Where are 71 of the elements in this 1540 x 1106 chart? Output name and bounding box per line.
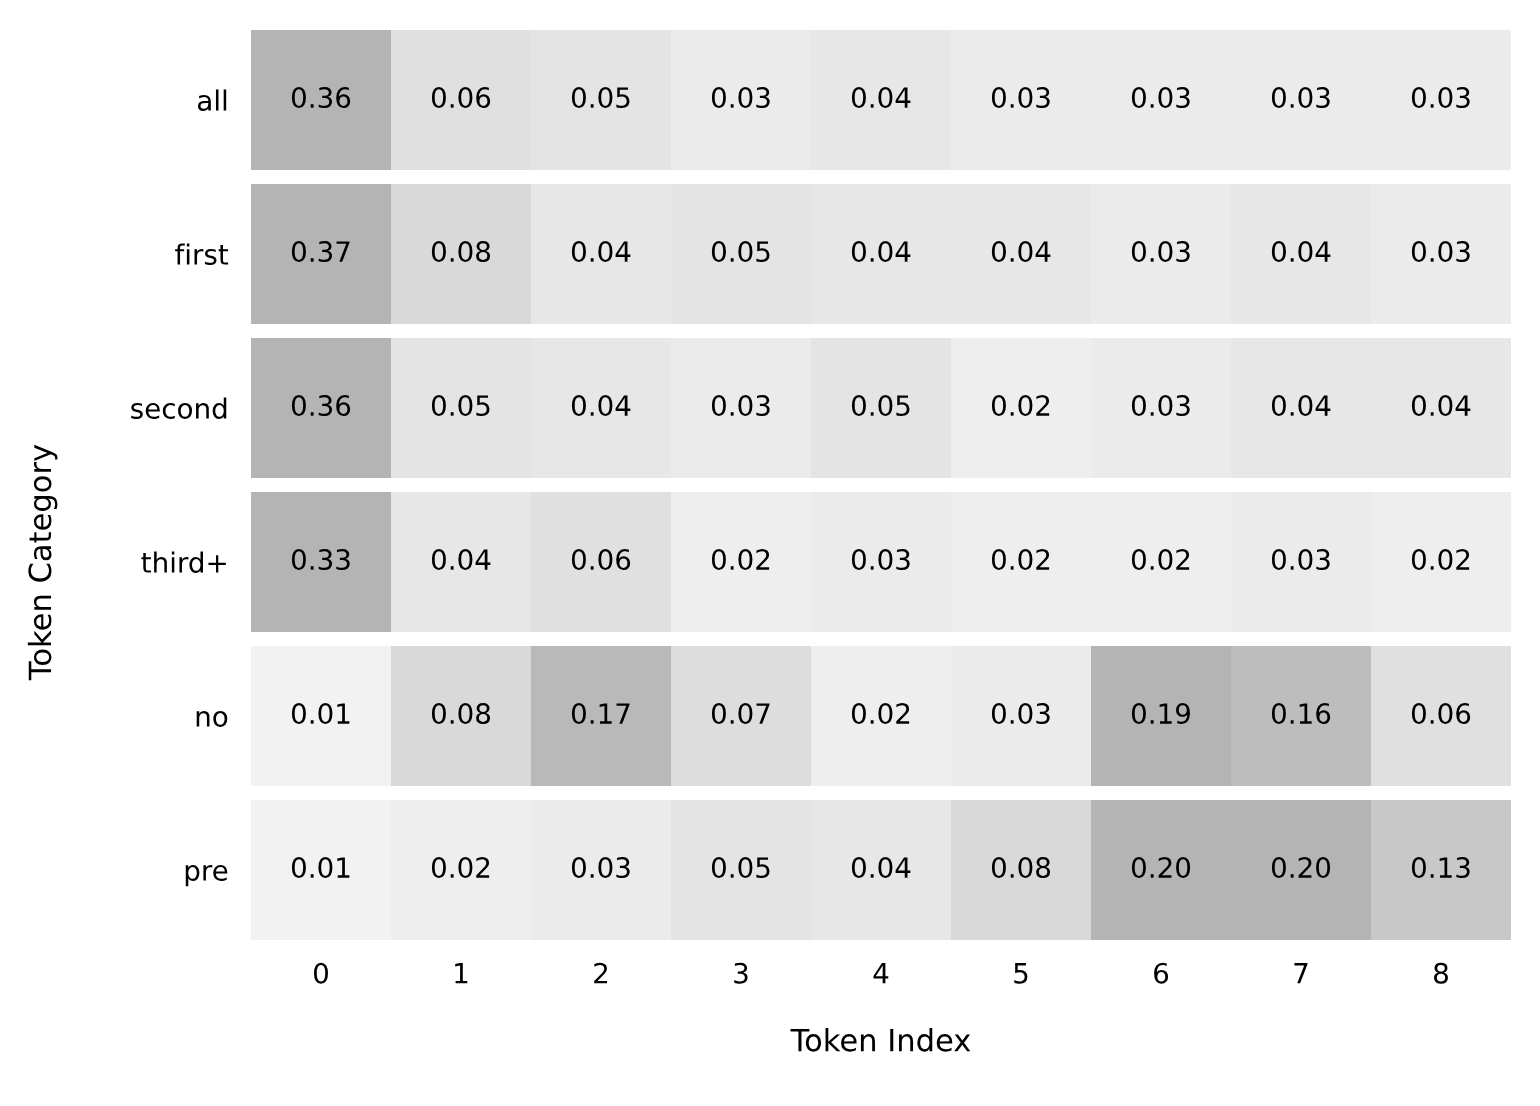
data-label: 0.03	[1411, 87, 1470, 109]
x-tick-label: 0	[313, 962, 328, 984]
data-label: 0.02	[851, 703, 910, 725]
data-label: 0.19	[1131, 703, 1190, 725]
data-label: 0.05	[711, 857, 770, 879]
data-label: 0.04	[1271, 241, 1331, 263]
y-tick-label: pre	[185, 865, 228, 887]
data-label: 0.03	[571, 857, 630, 879]
x-tick-label: 4	[873, 963, 889, 984]
data-label: 0.04	[1271, 395, 1331, 417]
data-label: 0.03	[991, 703, 1050, 725]
data-label: 0.04	[571, 395, 631, 417]
y-tick-label: first	[175, 243, 229, 265]
data-label: 0.04	[991, 241, 1051, 263]
data-label: 0.04	[431, 549, 491, 571]
data-label: 0.36	[291, 395, 351, 417]
data-label: 0.36	[291, 87, 351, 109]
x-tick-label: 6	[1154, 962, 1169, 984]
data-label: 0.01	[291, 703, 350, 725]
data-label: 0.20	[1131, 857, 1191, 879]
data-label: 0.16	[1271, 703, 1331, 725]
data-label: 0.05	[431, 395, 490, 417]
y-tick-label: second	[131, 397, 227, 419]
data-label: 0.03	[711, 395, 770, 417]
data-label: 0.20	[1271, 857, 1331, 879]
data-label: 0.08	[991, 857, 1051, 879]
data-label: 0.03	[1271, 549, 1330, 571]
x-tick-label: 8	[1434, 962, 1448, 984]
x-tick-label: 1	[455, 963, 468, 984]
data-label: 0.04	[851, 87, 911, 109]
data-label: 0.05	[851, 395, 910, 417]
data-label: 0.06	[1411, 703, 1471, 725]
x-tick-label: 5	[1014, 963, 1028, 984]
data-label: 0.13	[1411, 857, 1470, 879]
x-axis-title: Token Index	[790, 1027, 971, 1052]
y-tick-label: no	[196, 711, 228, 727]
data-label: 0.02	[1411, 549, 1470, 571]
data-label: 0.02	[991, 549, 1050, 571]
data-label: 0.05	[571, 87, 630, 109]
data-label: 0.03	[711, 87, 770, 109]
data-label: 0.07	[711, 703, 770, 725]
data-label: 0.03	[851, 549, 910, 571]
x-tick-label: 7	[1294, 963, 1308, 984]
data-label: 0.06	[431, 87, 491, 109]
data-label: 0.37	[291, 241, 350, 263]
x-tick-label: 3	[734, 962, 748, 984]
data-label: 0.17	[571, 703, 630, 725]
data-label: 0.03	[991, 87, 1050, 109]
data-label: 0.03	[1131, 241, 1190, 263]
y-axis-title: Token Category	[27, 444, 58, 681]
data-label: 0.02	[431, 857, 490, 879]
data-label: 0.08	[431, 241, 491, 263]
y-tick-label: all	[197, 89, 227, 111]
data-label: 0.04	[851, 241, 911, 263]
y-tick-label: third+	[141, 551, 226, 573]
data-label: 0.08	[431, 703, 491, 725]
data-label: 0.02	[991, 395, 1050, 417]
data-label: 0.03	[1131, 87, 1190, 109]
data-label: 0.04	[851, 857, 911, 879]
data-label: 0.33	[291, 549, 350, 571]
data-label: 0.04	[571, 241, 631, 263]
data-label: 0.05	[711, 241, 770, 263]
data-label: 0.06	[571, 549, 631, 571]
data-label: 0.03	[1271, 87, 1330, 109]
data-label: 0.01	[291, 857, 350, 879]
data-label: 0.02	[1131, 549, 1190, 571]
data-label: 0.04	[1411, 395, 1471, 417]
x-tick-label: 2	[594, 962, 608, 984]
data-label: 0.03	[1411, 241, 1470, 263]
data-label: 0.02	[711, 549, 770, 571]
data-label: 0.03	[1131, 395, 1190, 417]
